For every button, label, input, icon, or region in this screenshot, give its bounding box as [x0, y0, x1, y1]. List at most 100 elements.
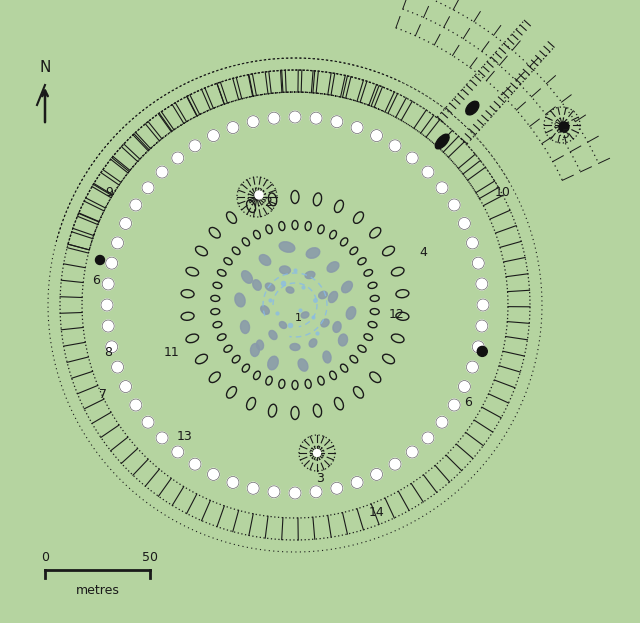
- Text: 13: 13: [177, 429, 193, 442]
- Circle shape: [268, 486, 280, 498]
- Ellipse shape: [268, 356, 278, 370]
- Circle shape: [130, 399, 142, 411]
- Text: 2: 2: [264, 196, 272, 209]
- Circle shape: [189, 140, 201, 152]
- Text: 7: 7: [99, 389, 107, 401]
- Circle shape: [268, 112, 280, 124]
- Circle shape: [477, 346, 487, 356]
- Ellipse shape: [323, 351, 331, 363]
- Circle shape: [389, 140, 401, 152]
- Text: 12: 12: [389, 308, 405, 321]
- Circle shape: [406, 446, 418, 458]
- Circle shape: [331, 482, 343, 494]
- Circle shape: [422, 166, 434, 178]
- Circle shape: [467, 237, 479, 249]
- Ellipse shape: [306, 248, 320, 259]
- Circle shape: [142, 182, 154, 194]
- Ellipse shape: [305, 272, 315, 278]
- Ellipse shape: [286, 287, 294, 293]
- Ellipse shape: [346, 307, 356, 320]
- Text: 3: 3: [316, 472, 324, 485]
- Circle shape: [472, 341, 484, 353]
- Circle shape: [156, 166, 168, 178]
- Ellipse shape: [298, 359, 308, 371]
- Circle shape: [458, 381, 470, 392]
- Ellipse shape: [279, 242, 295, 252]
- Ellipse shape: [339, 334, 348, 346]
- Circle shape: [106, 341, 118, 353]
- Ellipse shape: [259, 255, 271, 265]
- Circle shape: [172, 446, 184, 458]
- Circle shape: [448, 399, 460, 411]
- Text: 6: 6: [464, 396, 472, 409]
- Circle shape: [227, 121, 239, 133]
- Ellipse shape: [235, 293, 245, 307]
- Circle shape: [289, 111, 301, 123]
- Ellipse shape: [321, 319, 329, 327]
- Ellipse shape: [466, 102, 479, 115]
- Ellipse shape: [327, 262, 339, 272]
- Circle shape: [189, 458, 201, 470]
- Text: 50: 50: [142, 551, 158, 564]
- Circle shape: [156, 432, 168, 444]
- Ellipse shape: [328, 292, 337, 303]
- Circle shape: [458, 217, 470, 229]
- Ellipse shape: [435, 134, 449, 149]
- Circle shape: [102, 320, 114, 332]
- Text: N: N: [39, 60, 51, 75]
- Ellipse shape: [266, 283, 275, 291]
- Ellipse shape: [250, 343, 259, 356]
- Ellipse shape: [309, 339, 317, 347]
- Circle shape: [351, 477, 363, 488]
- Circle shape: [351, 121, 363, 133]
- Circle shape: [102, 278, 114, 290]
- Text: 1: 1: [294, 313, 301, 323]
- Text: metres: metres: [76, 584, 120, 597]
- Text: 14: 14: [369, 505, 385, 518]
- Circle shape: [371, 130, 383, 141]
- Circle shape: [476, 278, 488, 290]
- Circle shape: [472, 257, 484, 269]
- Ellipse shape: [241, 320, 250, 333]
- Circle shape: [436, 182, 448, 194]
- Ellipse shape: [257, 340, 264, 350]
- Circle shape: [142, 416, 154, 428]
- Circle shape: [101, 299, 113, 311]
- Circle shape: [247, 116, 259, 128]
- Circle shape: [111, 237, 124, 249]
- Text: 10: 10: [495, 186, 511, 199]
- Circle shape: [467, 361, 479, 373]
- Text: 0: 0: [41, 551, 49, 564]
- Circle shape: [436, 416, 448, 428]
- Ellipse shape: [253, 280, 261, 290]
- Text: 4: 4: [419, 245, 427, 259]
- Circle shape: [207, 130, 220, 141]
- Circle shape: [314, 450, 321, 457]
- Circle shape: [247, 482, 259, 494]
- Circle shape: [289, 487, 301, 499]
- Text: 8: 8: [104, 346, 112, 359]
- Circle shape: [120, 381, 132, 392]
- Text: 9: 9: [105, 186, 113, 199]
- Circle shape: [310, 112, 322, 124]
- Ellipse shape: [260, 306, 269, 315]
- Ellipse shape: [241, 271, 252, 283]
- Circle shape: [172, 152, 184, 164]
- Circle shape: [389, 458, 401, 470]
- Circle shape: [448, 199, 460, 211]
- Circle shape: [476, 320, 488, 332]
- Circle shape: [207, 468, 220, 480]
- Text: 11: 11: [164, 346, 180, 358]
- Ellipse shape: [333, 321, 341, 333]
- Circle shape: [227, 477, 239, 488]
- Circle shape: [130, 199, 142, 211]
- Circle shape: [255, 191, 263, 199]
- Ellipse shape: [269, 330, 277, 340]
- Circle shape: [111, 361, 124, 373]
- Circle shape: [559, 122, 569, 132]
- Circle shape: [422, 432, 434, 444]
- Text: 5: 5: [562, 128, 570, 141]
- Circle shape: [371, 468, 383, 480]
- Circle shape: [95, 255, 104, 265]
- Circle shape: [106, 257, 118, 269]
